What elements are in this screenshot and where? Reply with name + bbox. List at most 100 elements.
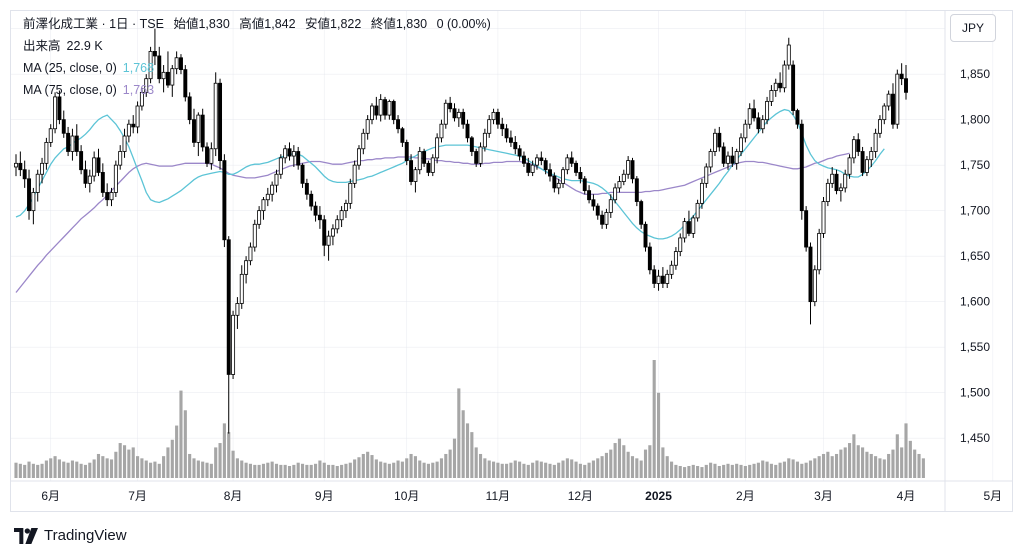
candle-body <box>31 192 36 212</box>
candle-body <box>652 269 657 284</box>
candle-body <box>378 99 383 116</box>
candle-body <box>812 269 817 303</box>
candle-body <box>526 162 531 173</box>
candle-body <box>743 123 748 139</box>
candle-body <box>891 93 895 125</box>
volume-bar <box>192 458 196 478</box>
candle-body <box>322 219 327 246</box>
tradingview-brand[interactable]: TradingView <box>14 527 127 544</box>
candle-body <box>365 119 370 134</box>
y-tick-label: 1,550 <box>960 340 990 354</box>
volume-bar <box>509 462 513 478</box>
candle-body <box>374 105 379 116</box>
volume-bar <box>109 459 114 478</box>
volume-bar <box>23 464 27 478</box>
legend-ma75[interactable]: MA (75, close, 0) 1,763 <box>23 81 154 99</box>
candle-body <box>100 172 105 193</box>
symbol-label[interactable]: 前澤化成工業 · 1日 · TSE <box>23 17 164 31</box>
candle-body <box>630 160 635 180</box>
legend-title: 前澤化成工業 · 1日 · TSE 始値1,830 高値1,842 安値1,82… <box>23 15 491 33</box>
candle-body <box>873 132 878 152</box>
legend-volume[interactable]: 出来高 22.9 K <box>23 37 103 55</box>
candle-body <box>413 169 418 182</box>
legend-ma25[interactable]: MA (25, close, 0) 1,768 <box>23 59 154 77</box>
volume-bar <box>92 459 96 478</box>
candle-body <box>53 96 58 130</box>
candle-body <box>348 182 353 204</box>
volume-bar <box>57 459 61 478</box>
candle-body <box>799 123 804 212</box>
ma75-value: 1,763 <box>122 83 155 97</box>
volume-bar <box>157 463 161 478</box>
candle-body <box>165 71 170 86</box>
volume-bar <box>166 447 170 478</box>
volume-bar <box>209 463 213 478</box>
candle-body <box>370 105 374 121</box>
x-tick-label: 5月 <box>983 489 1002 503</box>
volume-bar <box>36 464 40 478</box>
chart-frame <box>10 10 1013 512</box>
candle-body <box>765 101 770 121</box>
volume-bar <box>522 463 526 478</box>
volume-bar <box>561 460 565 478</box>
candle-body <box>109 192 114 201</box>
volume-bar <box>878 458 882 478</box>
candle-body <box>899 73 904 80</box>
volume-bar <box>674 464 678 478</box>
candle-body <box>904 78 908 93</box>
candle-body <box>491 111 496 121</box>
volume-bar <box>652 360 656 478</box>
ma25-label: MA (25, close, 0) <box>23 61 117 75</box>
volume-bar <box>691 464 695 478</box>
candle-body <box>639 201 644 225</box>
volume-bar <box>661 447 665 478</box>
candle-body <box>222 160 227 241</box>
volume-bar <box>474 447 478 478</box>
volume-bar <box>374 459 378 478</box>
volume-bar <box>96 453 101 478</box>
volume-bar <box>609 449 613 478</box>
candle-body <box>821 201 826 234</box>
volume-bar <box>683 467 687 478</box>
volume-bar <box>600 456 604 478</box>
candle-body <box>782 64 787 89</box>
candle-body <box>539 157 544 161</box>
volume-bar <box>717 465 721 478</box>
candle-body <box>170 68 175 86</box>
volume-bar <box>544 462 548 478</box>
volume-bar <box>774 464 778 478</box>
candle-body <box>426 162 431 173</box>
candle-body <box>591 199 596 207</box>
candle-body <box>617 181 622 189</box>
volume-bar <box>31 463 35 478</box>
volume-bar <box>231 450 235 478</box>
volume-bar <box>500 463 504 478</box>
candle-body <box>469 137 474 152</box>
candle-body <box>508 137 513 143</box>
candle-body <box>521 155 526 164</box>
volume-bar <box>14 462 18 478</box>
volume-bar <box>765 461 769 478</box>
volume-bar <box>856 445 860 478</box>
volume-bar <box>214 447 218 478</box>
candle-body <box>126 123 131 137</box>
volume-bar <box>309 464 313 478</box>
candle-body <box>739 137 743 152</box>
candle-body <box>291 151 296 157</box>
volume-bar <box>648 445 652 478</box>
candle-body <box>626 160 631 175</box>
time-axis[interactable]: 6月 7月 8月 9月 10月 11月 12月 2025 2月 3月 4月 5月 <box>41 489 1002 503</box>
price-axis[interactable]: 1,9001,8501,8001,7501,7001,6501,6001,550… <box>960 22 990 446</box>
candle-body <box>717 132 722 148</box>
currency-button[interactable]: JPY <box>950 14 996 42</box>
volume-bar <box>70 460 75 478</box>
volume-bar <box>687 465 691 478</box>
candle-body <box>330 228 335 237</box>
candle-body <box>296 151 301 166</box>
candle-body <box>300 164 305 184</box>
volume-bar <box>921 458 925 478</box>
volume-bar <box>852 434 856 478</box>
volume-bar <box>118 443 122 478</box>
x-tick-label: 12月 <box>568 489 593 503</box>
